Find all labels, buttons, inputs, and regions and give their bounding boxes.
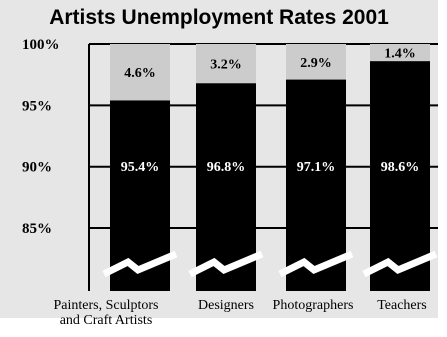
axis-break-mark bbox=[102, 250, 178, 278]
x-category-label: Photographers bbox=[273, 298, 354, 313]
bar-value-label-remainder: 1.4% bbox=[384, 47, 416, 62]
chart-title: Artists Unemployment Rates 2001 bbox=[49, 6, 389, 29]
axis-break-mark bbox=[188, 250, 264, 278]
y-tick-label: 95% bbox=[22, 98, 52, 114]
bar-value-label-remainder: 2.9% bbox=[300, 56, 332, 71]
x-category-label: Designers bbox=[198, 298, 254, 313]
bar-segment-remainder bbox=[196, 44, 256, 84]
bar-value-label-main: 96.8% bbox=[207, 160, 246, 175]
x-category-label: Teachers bbox=[377, 298, 427, 313]
bar-segment-main bbox=[286, 79, 346, 291]
bar-segment-main bbox=[370, 61, 430, 292]
bottom-margin bbox=[0, 318, 447, 337]
bar-value-label-remainder: 4.6% bbox=[124, 66, 156, 81]
bar-segment-main bbox=[196, 83, 256, 291]
right-margin bbox=[438, 0, 447, 337]
bar-value-label-remainder: 3.2% bbox=[210, 58, 242, 73]
y-tick-label: 100% bbox=[22, 37, 60, 53]
axis-break-mark bbox=[278, 250, 354, 278]
bar-segment-remainder bbox=[370, 44, 430, 62]
bar-segment-remainder bbox=[286, 44, 346, 80]
bar-value-label-main: 97.1% bbox=[297, 160, 336, 175]
bar-segment-remainder bbox=[110, 44, 170, 101]
x-category-label: and Craft Artists bbox=[60, 313, 153, 328]
axis-break-mark bbox=[362, 250, 438, 278]
bar-value-label-main: 98.6% bbox=[381, 160, 420, 175]
y-tick-label: 90% bbox=[22, 160, 52, 176]
bar-value-label-main: 95.4% bbox=[121, 160, 160, 175]
x-category-label: Painters, Sculptors bbox=[54, 298, 159, 313]
y-tick-label: 85% bbox=[22, 221, 52, 237]
